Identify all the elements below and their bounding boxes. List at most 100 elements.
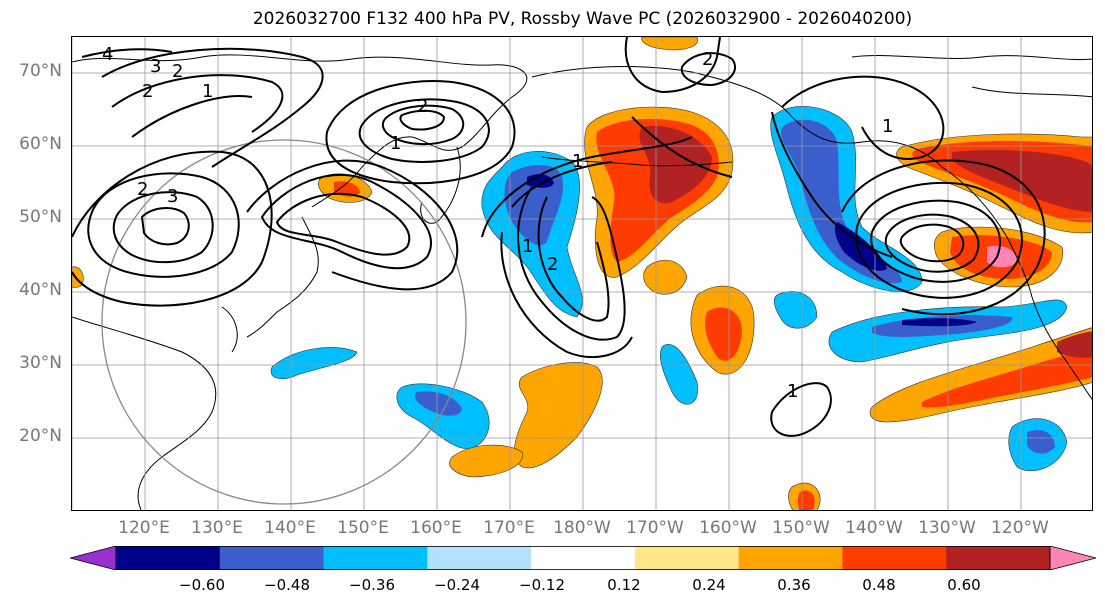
colorbar-tick: −0.36	[349, 576, 395, 594]
contour-label: 3	[167, 186, 178, 207]
lat-label-20n: 20°N	[19, 426, 62, 446]
lon-label-120e: 120°E	[118, 518, 170, 538]
coastlines	[72, 54, 1092, 510]
anomaly-orange-arctic	[641, 37, 699, 51]
pv-contour-okhotsk-low-1	[325, 80, 516, 185]
contour-label: 1	[522, 236, 533, 257]
coastline-hudson	[971, 86, 1092, 98]
anomaly-blue-japan-south	[270, 347, 358, 380]
anomaly-midblue-south-pacific	[1027, 430, 1055, 454]
colorbar-low-extension	[70, 546, 117, 570]
contour-label: 1	[202, 81, 213, 102]
pv-contour-nepac-low-5	[841, 159, 1046, 316]
anomaly-midblue-gulf-alaska	[781, 119, 902, 284]
coastline-china	[72, 316, 217, 510]
contour-label: 3	[150, 56, 161, 77]
lon-label-140w: 140°W	[845, 518, 903, 538]
colorbar-segment	[842, 546, 947, 570]
contour-label: 1	[390, 133, 401, 154]
contour-label: 2	[547, 254, 558, 275]
anomaly-red-subtropics	[922, 347, 1092, 408]
colorbar-segment	[531, 546, 636, 570]
colorbar-segment	[323, 546, 428, 570]
colorbar-segment	[738, 546, 843, 570]
anomaly-blue-west-pacific	[396, 383, 490, 450]
lon-label-170w: 170°W	[626, 518, 684, 538]
pv-contour-siberia-low-3	[140, 207, 190, 246]
coastline-korea	[221, 306, 238, 353]
pv-contour-kuril-3	[246, 159, 459, 291]
contour-label: 1	[787, 381, 798, 402]
pv-contour-nw-4	[81, 48, 173, 58]
contour-label: 1	[882, 116, 893, 137]
colorbar-outline	[115, 546, 1051, 570]
lon-label-140e: 140°E	[264, 518, 316, 538]
lon-label-150e: 150°E	[337, 518, 389, 538]
lat-label-40n: 40°N	[19, 280, 62, 300]
pv-contours	[72, 37, 1046, 437]
contour-label: 2	[142, 81, 153, 102]
lon-label-160w: 160°W	[699, 518, 757, 538]
pv-contour-arctic-1	[624, 37, 721, 94]
map-title: 2026032700 F132 400 hPa PV, Rossby Wave …	[252, 9, 913, 29]
negative-anomaly-shading	[270, 106, 1068, 472]
anomaly-orange-sw-pacific-2	[449, 444, 523, 478]
pv-contour-nw-2	[111, 74, 284, 133]
pv-contour-nepac-low-1	[870, 199, 1002, 283]
colorbar-tick: −0.60	[179, 576, 225, 594]
colorbar-tick: 0.24	[692, 576, 726, 594]
contour-label: 2	[137, 179, 148, 200]
coastline-arctic-canada	[851, 55, 1092, 61]
pv-contour-dateline-trough-4	[537, 196, 610, 322]
colorbar-high-extension	[1049, 546, 1096, 570]
anomaly-orange-central-2	[643, 259, 688, 295]
pv-contour-dateline-trough-2	[511, 161, 613, 208]
colorbar-segment	[946, 546, 1051, 570]
pv-contour-siberia-low-1	[87, 172, 240, 278]
contour-label: 2	[172, 61, 183, 82]
pv-contour-kuril-1	[260, 173, 432, 270]
coastline-bering-island-chain	[541, 156, 733, 167]
anomaly-blue-central-pacific	[773, 291, 818, 329]
pv-contour-siberia-low-4	[72, 150, 273, 307]
rossby-wave-circle	[101, 139, 467, 505]
colorbar-tick: −0.24	[434, 576, 480, 594]
pv-contour-okhotsk-low-2	[358, 98, 490, 163]
coastline-japan	[246, 216, 319, 338]
pv-contour-pacific-ridge	[631, 116, 733, 178]
coastline-siberia	[72, 54, 528, 208]
pv-contour-alaska-ridge	[771, 111, 893, 258]
pv-contour-dateline-trough-1	[481, 136, 693, 238]
colorbar-segments	[116, 546, 1051, 570]
contour-label: 4	[102, 44, 113, 65]
positive-anomaly-shading	[72, 37, 1092, 510]
pv-contour-okhotsk-low-4	[399, 109, 446, 131]
pv-contour-dateline-trough-5	[500, 231, 633, 358]
anomaly-orange-sw-pacific	[514, 362, 603, 469]
colorbar-tick: 0.48	[862, 576, 896, 594]
map-canvas: 4 3 2 2 1 2 3 2 1 1 2 2 1 1 1	[72, 37, 1092, 510]
colorbar	[70, 546, 1096, 570]
contour-labels: 4 3 2 2 1 2 3 2 1 1 2 2 1 1 1	[102, 44, 893, 402]
colorbar-tick: −0.12	[519, 576, 565, 594]
pv-contour-nepac-low-2	[884, 213, 980, 273]
anomaly-navy-east-pacific	[902, 318, 977, 327]
anomaly-darkred-subtropics	[1057, 331, 1092, 358]
colorbar-segment	[116, 546, 221, 570]
lon-label-170e: 170°E	[483, 518, 535, 538]
colorbar-tick: 0.12	[607, 576, 641, 594]
lon-label-150w: 150°W	[772, 518, 830, 538]
map-panel: 4 3 2 2 1 2 3 2 1 1 2 2 1 1 1	[71, 36, 1093, 511]
colorbar-segment	[427, 546, 532, 570]
lat-label-50n: 50°N	[19, 207, 62, 227]
lat-label-70n: 70°N	[19, 61, 62, 81]
pv-contour-nepac-low-4	[855, 181, 1023, 299]
pv-contour-kuril-2	[275, 192, 411, 256]
coastline-alaska	[531, 66, 943, 168]
anomaly-darkred-bering	[639, 126, 712, 204]
colorbar-tick: 0.36	[777, 576, 811, 594]
contour-label: 2	[702, 49, 713, 70]
lat-label-30n: 30°N	[19, 353, 62, 373]
colorbar-tick: −0.48	[264, 576, 310, 594]
lon-label-180w: 180°W	[553, 518, 611, 538]
